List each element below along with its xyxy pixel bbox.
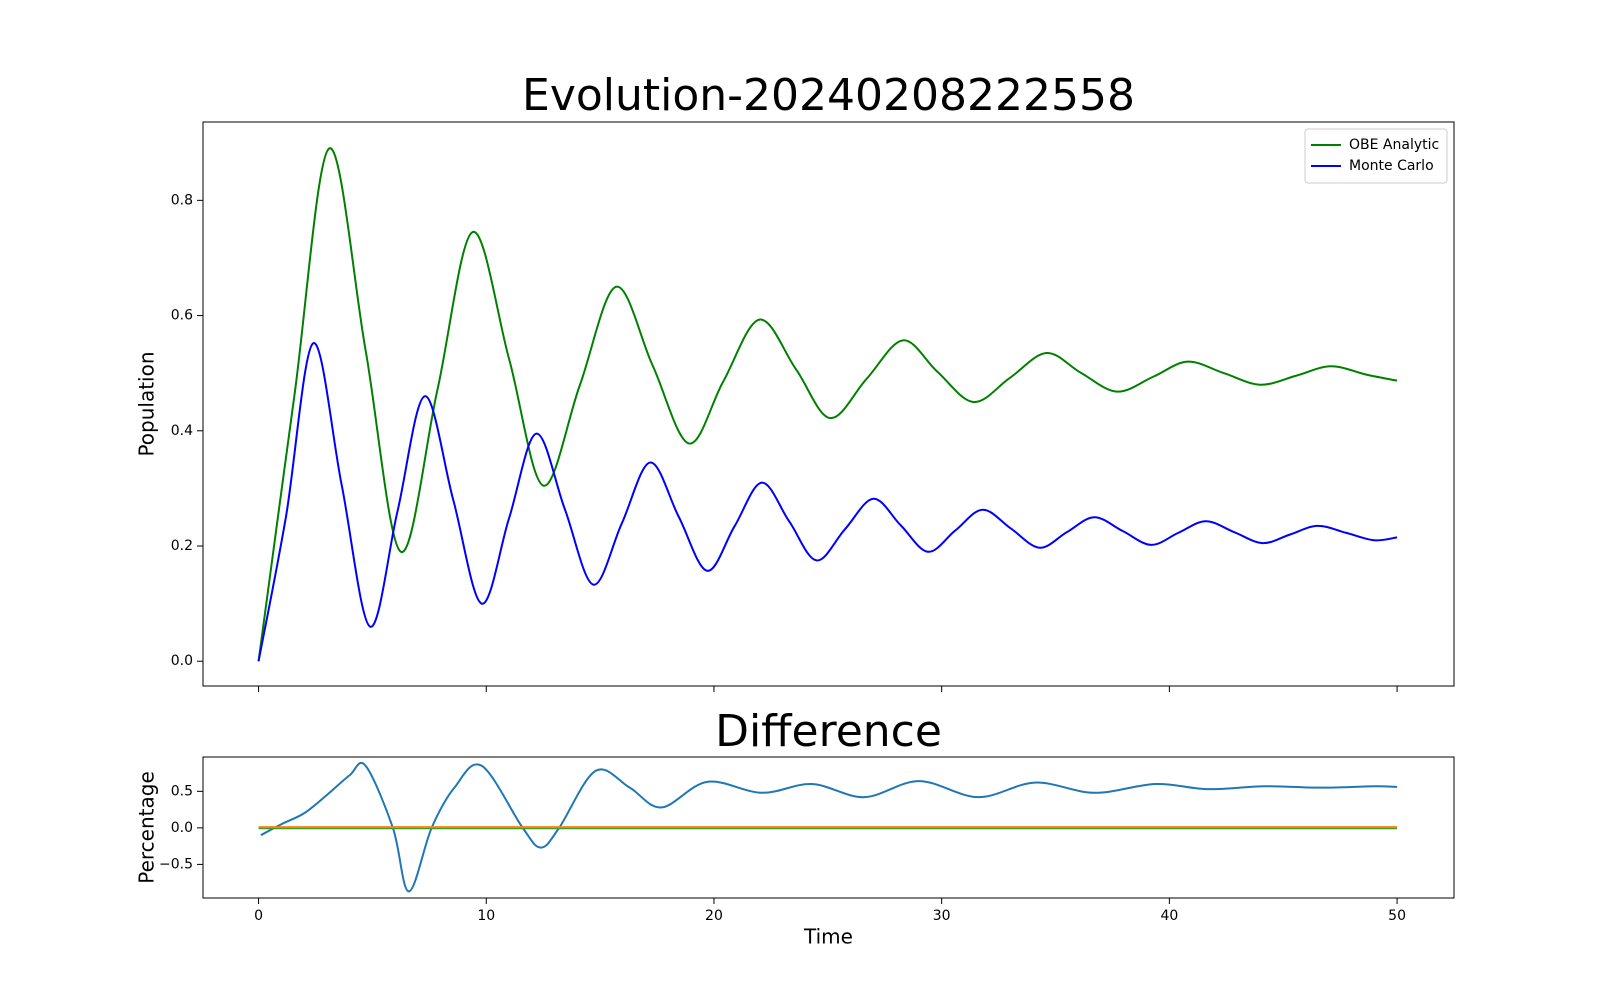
axes-frame [202, 121, 1455, 687]
x-tick-label: 30 [933, 908, 951, 924]
y-axis-label: Population [135, 351, 159, 456]
data-line [257, 147, 1398, 662]
y-tick-label: 0.2 [171, 538, 193, 554]
series-group [258, 761, 1398, 893]
chart-title: Difference [715, 706, 942, 757]
x-tick-label: 50 [1388, 908, 1406, 924]
legend-box [1304, 128, 1448, 184]
axes-frame [202, 756, 1455, 899]
data-line [257, 342, 1398, 662]
y-tick-label: 0.0 [171, 653, 193, 669]
legend-label: OBE Analytic [1349, 137, 1439, 153]
x-tick-label: 10 [477, 908, 495, 924]
x-tick-label: 20 [705, 908, 723, 924]
y-axis-label: Percentage [135, 771, 159, 884]
y-tick-label: 0.6 [171, 308, 193, 324]
series-group [257, 147, 1398, 662]
data-line [260, 761, 1398, 893]
y-tick-label: 0.8 [171, 192, 193, 208]
subplot: Difference 0 10 20 30 40 50 −0.5 0.0 0.5 Percentag… [135, 706, 1455, 949]
x-axis-label: Time [803, 925, 853, 949]
x-tick-label: 40 [1160, 908, 1178, 924]
x-tick-label: 0 [254, 908, 263, 924]
y-tick-label: 0.5 [171, 783, 193, 799]
plot-area [203, 122, 1454, 686]
y-tick-label: 0.0 [171, 820, 193, 836]
legend-label: Monte Carlo [1349, 158, 1434, 174]
subplot: Evolution-20240208222558 0.0 0.2 0.4 0.6 0.8 P… [135, 70, 1455, 692]
chart-title: Evolution-20240208222558 [522, 70, 1135, 121]
y-tick-label: 0.4 [171, 423, 193, 439]
y-tick-label: −0.5 [159, 856, 193, 872]
